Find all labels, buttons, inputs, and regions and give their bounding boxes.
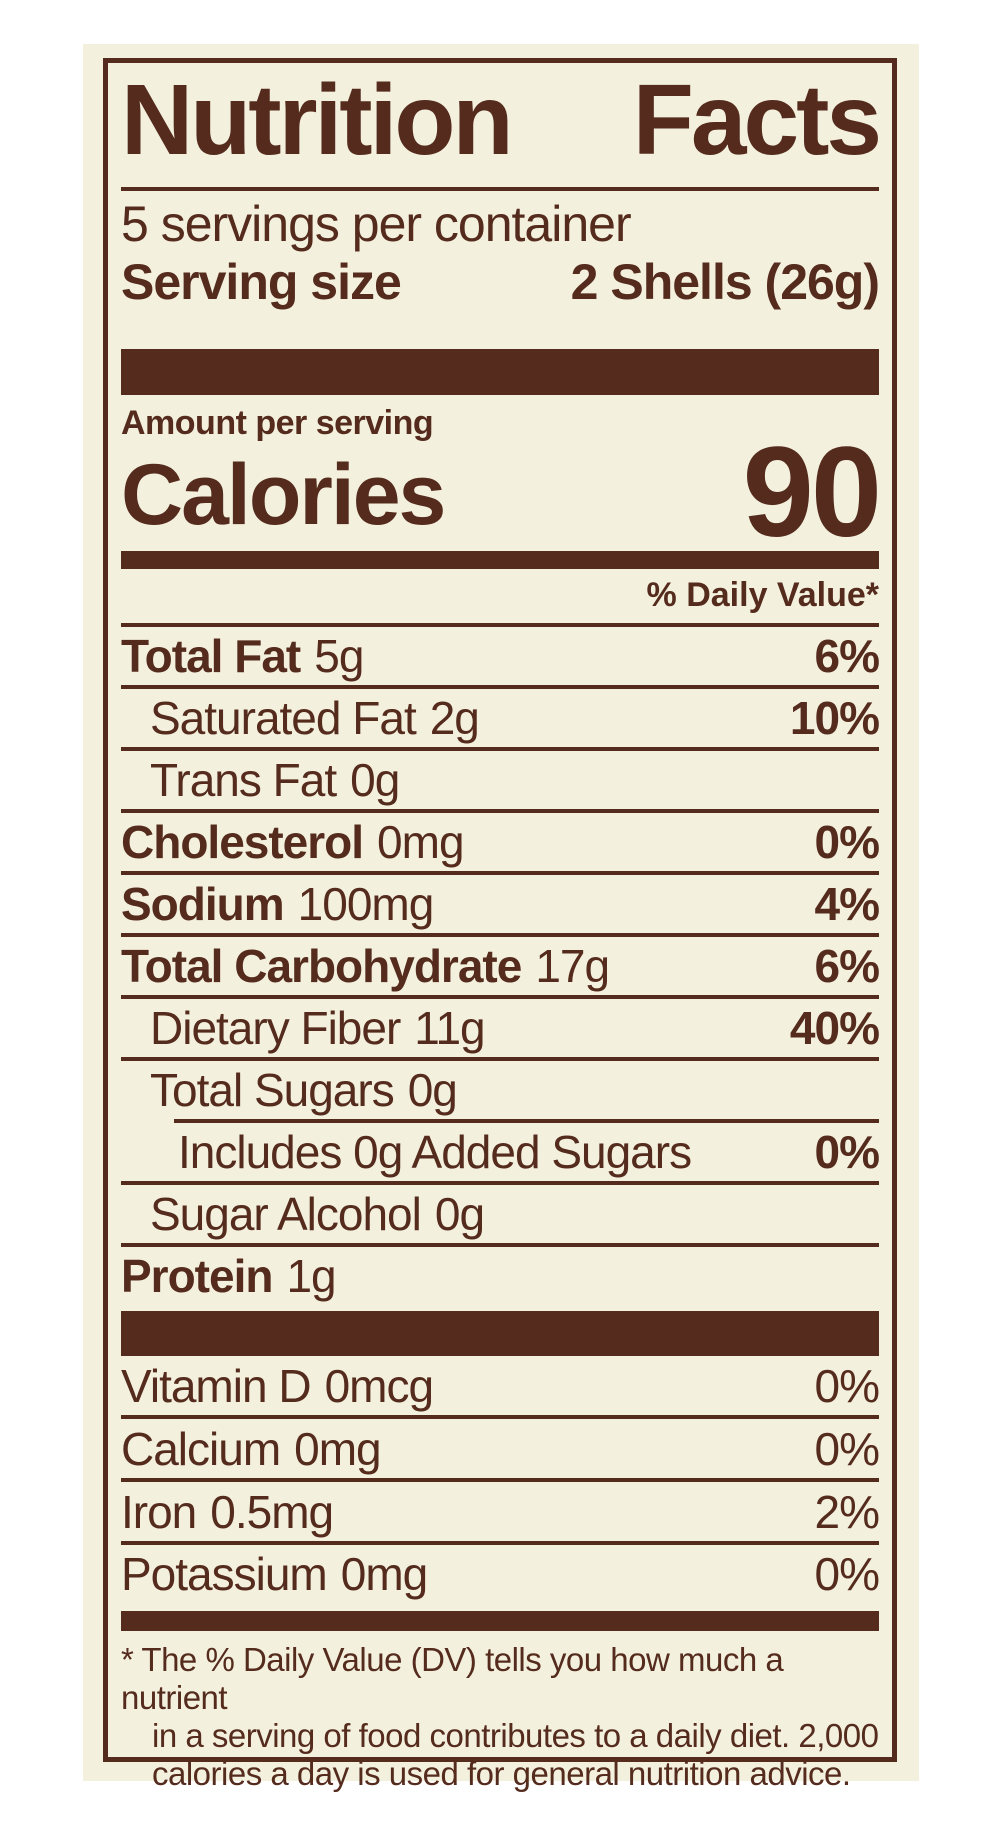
- nutrient-amount: 0g: [434, 1188, 485, 1240]
- nutrient-row-total-fat: Total Fat 5g 6%: [121, 627, 880, 689]
- micronutrient-name: Iron: [121, 1485, 197, 1538]
- micronutrient-text: Vitamin D 0mcg: [121, 1359, 434, 1413]
- footnote: * The % Daily Value (DV) tells you how m…: [121, 1641, 879, 1793]
- calories-value: 90: [742, 421, 882, 564]
- micronutrient-daily-value: 2%: [814, 1485, 880, 1538]
- nutrient-daily-value: 10%: [789, 692, 880, 744]
- micronutrient-row-calcium: Calcium 0mg 0%: [121, 1419, 880, 1482]
- micronutrient-amount: 0mcg: [324, 1359, 434, 1412]
- nutrient-row-sodium: Sodium 100mg 4%: [121, 875, 880, 937]
- nutrient-text: Total Fat 5g: [121, 629, 364, 683]
- nutrient-amount: 1g: [286, 1250, 336, 1302]
- micronutrient-daily-value: 0%: [814, 1548, 880, 1600]
- nutrient-name: Total Sugars: [150, 1064, 395, 1116]
- nutrient-row-trans-fat: Trans Fat 0g: [121, 751, 879, 813]
- nutrient-amount: 17g: [535, 940, 610, 992]
- nutrient-row-total-sugars: Total Sugars 0g: [121, 1061, 879, 1119]
- serving-size-value: 2 Shells (26g): [570, 254, 880, 310]
- micronutrient-daily-value: 0%: [814, 1422, 880, 1475]
- serving-size-label: Serving size: [121, 254, 402, 310]
- nutrient-name: Saturated Fat: [150, 692, 417, 744]
- nutrient-amount: 2g: [429, 692, 480, 744]
- nutrient-name: Protein: [121, 1250, 273, 1302]
- nutrient-text: Cholesterol 0mg: [121, 815, 465, 869]
- nutrient-amount: 0g: [350, 754, 400, 806]
- nutrient-row-cholesterol: Cholesterol 0mg 0%: [121, 813, 880, 875]
- nutrient-row-added-sugars: Includes 0g Added Sugars 0%: [121, 1123, 880, 1185]
- micronutrient-text: Calcium 0mg: [121, 1422, 382, 1476]
- nutrient-row-total-carbohydrate: Total Carbohydrate 17g 6%: [121, 937, 880, 999]
- nutrient-amount: 0g: [407, 1064, 458, 1116]
- title-word-facts: Facts: [632, 64, 882, 176]
- micronutrient-name: Calcium: [121, 1422, 281, 1475]
- micronutrient-name: Potassium: [121, 1548, 328, 1600]
- nutrient-text: Saturated Fat 2g: [121, 691, 480, 745]
- nutrient-name: Total Fat: [121, 630, 301, 682]
- indented-divider: [174, 1119, 879, 1123]
- bottom-separator-bar: [121, 1611, 879, 1631]
- footnote-line-1: * The % Daily Value (DV) tells you how m…: [121, 1641, 784, 1716]
- servings-per-container: 5 servings per container: [121, 196, 632, 252]
- nutrient-row-saturated-fat: Saturated Fat 2g 10%: [121, 689, 880, 751]
- nutrient-text: Total Sugars 0g: [121, 1063, 458, 1117]
- micronutrient-row-iron: Iron 0.5mg 2%: [121, 1482, 880, 1545]
- nutrient-text: Trans Fat 0g: [121, 753, 400, 807]
- nutrient-name: Sodium: [121, 878, 285, 930]
- nutrient-row-dietary-fiber: Dietary Fiber 11g 40%: [121, 999, 880, 1061]
- nutrient-amount: 11g: [414, 1002, 485, 1054]
- nutrient-name: Sugar Alcohol: [150, 1188, 422, 1240]
- micronutrient-text: Iron 0.5mg: [121, 1485, 334, 1539]
- nutrient-amount: 100mg: [297, 878, 435, 930]
- calories-label: Calories: [121, 447, 446, 543]
- nutrient-name: Trans Fat: [150, 754, 337, 806]
- micronutrient-amount: 0mg: [340, 1548, 428, 1600]
- nutrient-text: Dietary Fiber 11g: [121, 1001, 486, 1055]
- micronutrient-name: Vitamin D: [121, 1359, 312, 1412]
- nutrient-daily-value: 0%: [814, 816, 880, 868]
- micronutrient-amount: 0mg: [294, 1422, 381, 1475]
- label-title: Nutrition Facts: [121, 64, 882, 176]
- thick-separator-bar-middle: [121, 1311, 879, 1356]
- micronutrient-text: Potassium 0mg: [121, 1547, 428, 1601]
- nutrient-name: Includes 0g Added Sugars: [178, 1126, 692, 1178]
- amount-per-serving-label: Amount per serving: [121, 404, 434, 442]
- nutrient-text: Sodium 100mg: [121, 877, 435, 931]
- nutrient-text: Protein 1g: [121, 1249, 337, 1303]
- nutrient-amount: 0mg: [377, 816, 464, 868]
- nutrient-row-protein: Protein 1g: [121, 1247, 879, 1305]
- label-border-panel: Nutrition Facts 5 servings per container…: [103, 58, 897, 1792]
- title-word-nutrition: Nutrition: [121, 64, 514, 176]
- nutrient-name: Cholesterol: [121, 816, 364, 868]
- footnote-line-2: in a serving of food contributes to a da…: [152, 1717, 879, 1754]
- nutrient-daily-value: 6%: [814, 940, 880, 992]
- daily-value-header: % Daily Value*: [121, 569, 879, 627]
- micronutrient-amount: 0.5mg: [210, 1485, 334, 1538]
- thick-separator-bar-top: [121, 349, 879, 395]
- footnote-line-3: calories a day is used for general nutri…: [152, 1755, 851, 1792]
- nutrient-daily-value: 6%: [814, 630, 880, 682]
- nutrient-text: Sugar Alcohol 0g: [121, 1187, 485, 1241]
- micronutrient-row-potassium: Potassium 0mg 0%: [121, 1545, 880, 1603]
- serving-size-row: Serving size 2 Shells (26g): [121, 253, 880, 311]
- title-divider: [121, 187, 879, 191]
- nutrient-text: Includes 0g Added Sugars: [121, 1125, 692, 1179]
- calories-row: Calories 90: [121, 421, 882, 564]
- nutrient-daily-value: 0%: [814, 1126, 880, 1178]
- nutrient-daily-value: 4%: [814, 878, 880, 930]
- nutrient-row-sugar-alcohol: Sugar Alcohol 0g: [121, 1185, 879, 1247]
- micronutrient-daily-value: 0%: [814, 1359, 880, 1412]
- nutrient-daily-value: 40%: [789, 1002, 880, 1054]
- nutrient-name: Total Carbohydrate: [121, 940, 522, 992]
- nutrient-name: Dietary Fiber: [150, 1002, 401, 1054]
- nutrient-text: Total Carbohydrate 17g: [121, 939, 610, 993]
- micronutrient-row-vitamin-d: Vitamin D 0mcg 0%: [121, 1356, 880, 1419]
- nutrition-label: Nutrition Facts 5 servings per container…: [83, 44, 919, 1792]
- medium-separator-bar: [121, 551, 879, 569]
- nutrient-amount: 5g: [314, 630, 364, 682]
